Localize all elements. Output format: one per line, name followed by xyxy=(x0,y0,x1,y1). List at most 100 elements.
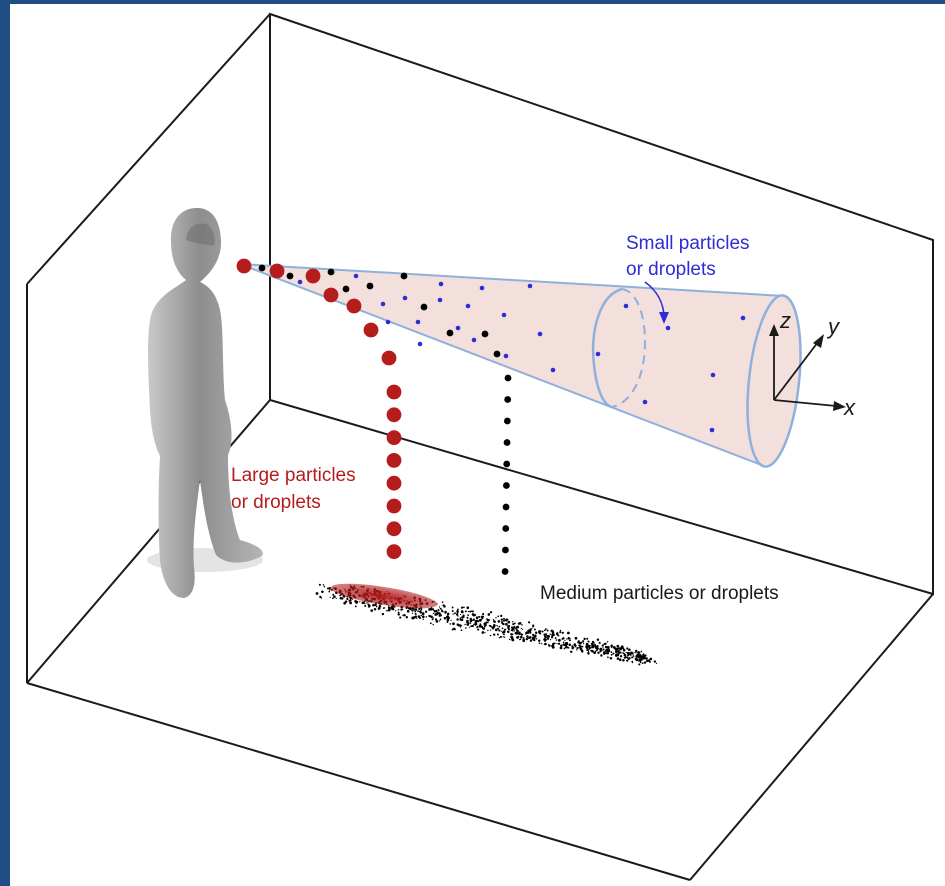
deposit-speck xyxy=(497,627,500,630)
deposit-speck xyxy=(582,641,585,643)
deposit-speck xyxy=(639,661,642,664)
person-silhouette-icon xyxy=(147,208,263,598)
large-particle xyxy=(363,322,379,338)
deposit-speck xyxy=(425,616,428,618)
deposit-speck xyxy=(546,637,550,640)
deposit-speck xyxy=(438,606,441,608)
deposit-speck xyxy=(600,654,603,657)
room-floor-right-edge xyxy=(689,593,934,881)
deposit-speck xyxy=(446,621,449,623)
deposit-speck xyxy=(411,612,414,614)
deposit-speck xyxy=(523,638,525,641)
deposit-speck xyxy=(617,652,620,656)
small-particle xyxy=(465,303,471,309)
axis-y-label: y xyxy=(826,314,841,339)
deposit-speck xyxy=(442,611,444,613)
deposit-speck xyxy=(596,645,599,648)
deposit-speck xyxy=(586,637,589,640)
deposit-speck xyxy=(565,645,568,647)
deposit-speck xyxy=(641,662,644,665)
deposit-speck xyxy=(629,657,631,659)
deposit-speck xyxy=(454,628,456,631)
deposit-speck xyxy=(544,633,548,636)
deposit-speck xyxy=(560,644,563,647)
deposit-speck xyxy=(496,625,498,627)
deposit-speck xyxy=(463,606,465,609)
deposit-speck xyxy=(479,625,481,628)
large-particle xyxy=(381,350,397,366)
deposit-speck xyxy=(621,652,623,654)
deposit-speck xyxy=(444,612,446,614)
deposit-speck xyxy=(567,646,570,649)
deposit-speck xyxy=(527,632,530,634)
large-particle xyxy=(386,407,402,423)
deposit-speck xyxy=(610,651,613,653)
deposit-speck xyxy=(531,627,533,629)
deposit-speck xyxy=(462,614,465,617)
deposit-speck xyxy=(576,649,578,651)
deposit-speck xyxy=(632,654,634,656)
deposit-speck xyxy=(411,616,415,620)
deposit-speck xyxy=(469,626,471,628)
deposit-speck xyxy=(546,629,549,632)
deposit-speck xyxy=(467,610,470,613)
deposit-speck xyxy=(510,633,513,636)
deposit-speck xyxy=(533,635,537,638)
medium-particles xyxy=(258,264,512,575)
deposit-speck xyxy=(515,628,518,631)
deposit-speck xyxy=(593,651,596,655)
small-particle xyxy=(503,353,509,359)
deposit-speck xyxy=(391,607,395,611)
deposit-speck xyxy=(627,657,630,661)
deposit-speck xyxy=(473,623,475,626)
deposit-speck xyxy=(638,663,641,666)
deposit-speck xyxy=(319,595,322,599)
medium-particle xyxy=(493,350,501,358)
deposit-speck xyxy=(626,656,629,659)
deposit-speck xyxy=(402,614,405,617)
deposit-speck xyxy=(500,614,503,618)
deposit-speck xyxy=(374,603,377,606)
deposit-speck xyxy=(588,646,592,650)
deposit-speck xyxy=(472,619,474,621)
deposit-speck xyxy=(482,613,485,616)
deposit-speck xyxy=(459,617,462,619)
deposit-speck xyxy=(364,604,367,607)
deposit-speck xyxy=(327,588,329,590)
deposit-speck xyxy=(329,589,331,591)
deposit-speck xyxy=(478,619,482,622)
deposit-speck xyxy=(502,636,504,638)
deposit-speck xyxy=(556,632,559,635)
deposit-speck xyxy=(597,651,600,654)
deposit-speck xyxy=(447,615,449,617)
deposit-speck xyxy=(582,643,585,645)
deposit-speck xyxy=(415,608,418,611)
deposit-speck xyxy=(521,624,523,626)
deposit-speck xyxy=(502,617,506,620)
deposit-speck xyxy=(469,610,472,613)
large-particle xyxy=(386,498,402,514)
deposit-speck xyxy=(527,630,530,633)
large-particle xyxy=(386,475,402,491)
deposit-speck xyxy=(506,618,509,621)
deposit-speck xyxy=(583,637,586,641)
deposit-speck xyxy=(424,610,428,613)
deposit-speck xyxy=(527,621,531,624)
deposit-speck xyxy=(563,647,566,650)
deposit-speck xyxy=(612,652,615,655)
deposit-speck xyxy=(629,652,632,655)
deposit-speck xyxy=(467,622,470,625)
deposit-speck xyxy=(437,608,440,611)
deposit-speck xyxy=(596,638,600,641)
deposit-speck xyxy=(471,624,474,628)
medium-particle xyxy=(400,272,408,280)
deposit-speck xyxy=(414,612,417,616)
deposit-speck xyxy=(428,608,431,611)
deposit-speck xyxy=(354,605,357,608)
medium-particle xyxy=(501,568,509,575)
deposit-speck xyxy=(351,598,354,600)
deposit-speck xyxy=(517,635,520,639)
small-particle xyxy=(623,303,629,309)
deposit-speck xyxy=(477,628,480,631)
deposit-speck xyxy=(500,618,503,621)
